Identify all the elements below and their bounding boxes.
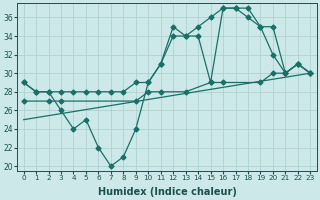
X-axis label: Humidex (Indice chaleur): Humidex (Indice chaleur) [98, 187, 236, 197]
